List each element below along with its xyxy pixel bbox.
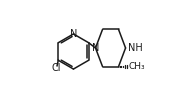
Text: Cl: Cl	[52, 63, 61, 73]
Text: N: N	[70, 29, 77, 39]
Text: CH₃: CH₃	[129, 62, 145, 71]
Text: NH: NH	[128, 43, 143, 53]
Text: N: N	[92, 43, 99, 53]
